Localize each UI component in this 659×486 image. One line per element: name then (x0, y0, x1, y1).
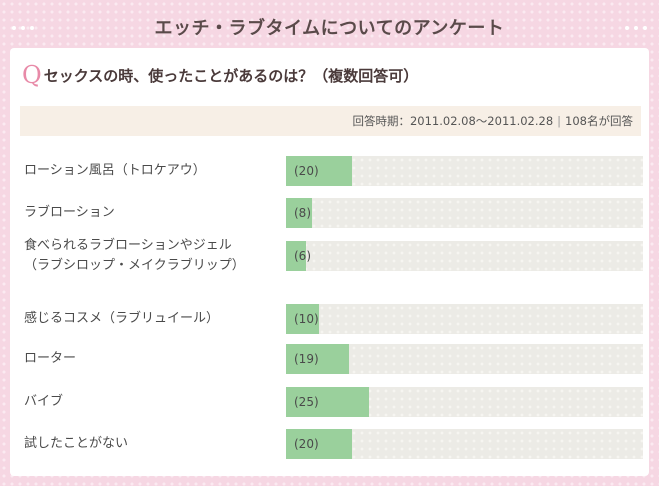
bar-value-label: (10) (294, 312, 319, 326)
bar-track: (19) (286, 344, 643, 374)
bar-track: (25) (286, 387, 643, 417)
bar-fill (286, 429, 352, 459)
answer-period-bar: 回答時期：2011.02.08〜2011.02.28 | 108名が回答 (20, 106, 641, 136)
question-text: セックスの時、使ったことがあるのは？（複数回答可） (43, 66, 419, 85)
survey-frame: エッチ・ラブタイムについてのアンケート Q セックスの時、使ったことがあるのは？… (6, 6, 653, 480)
bar-fill (286, 241, 306, 271)
period-separator: | (557, 114, 562, 128)
bar-fill (286, 156, 352, 186)
header-dots-right (625, 26, 647, 30)
row-label: 試したことがない (24, 434, 128, 454)
row-label-line: ローション風呂（トロケアウ） (24, 163, 206, 178)
row-label: バイブ (24, 392, 63, 412)
bar-track: (10) (286, 304, 643, 334)
row-label: 感じるコスメ（ラブリュイール） (24, 309, 219, 329)
row-label-line: ローター (24, 351, 77, 366)
bar-track: (20) (286, 156, 643, 186)
bar-track: (8) (286, 198, 643, 228)
bar-track: (6) (286, 241, 643, 271)
row-label-line: バイブ (24, 394, 64, 409)
bar-fill (286, 344, 349, 374)
row-label-line: 食べられるラブローションやジェル (24, 238, 232, 253)
survey-title: エッチ・ラブタイムについてのアンケート (154, 18, 505, 39)
survey-panel: Q セックスの時、使ったことがあるのは？（複数回答可） 回答時期：2011.02… (10, 48, 649, 476)
bar-fill (286, 198, 312, 228)
bar-fill (286, 387, 369, 417)
bar-value-label: (8) (294, 206, 311, 220)
row-label: ラブローション (24, 203, 115, 223)
answer-period: 回答時期：2011.02.08〜2011.02.28 (352, 114, 554, 128)
row-label: ローション風呂（トロケアウ） (24, 161, 206, 181)
question-mark: Q (22, 61, 42, 89)
bar-value-label: (20) (294, 164, 319, 178)
bar-track: (20) (286, 429, 643, 459)
bar-value-label: (19) (294, 352, 319, 366)
respondent-count: 108名が回答 (565, 114, 633, 128)
row-label-line: （ラブシロップ・メイクラブリップ） (24, 258, 245, 273)
bar-value-label: (6) (294, 249, 311, 263)
row-label: ローター (24, 349, 76, 369)
bar-fill (286, 304, 319, 334)
bar-value-label: (25) (294, 395, 319, 409)
row-label-line: 試したことがない (24, 436, 129, 451)
bar-value-label: (20) (294, 437, 319, 451)
question-heading: Q セックスの時、使ったことがあるのは？（複数回答可） (22, 62, 418, 88)
survey-header: エッチ・ラブタイムについてのアンケート (6, 6, 653, 48)
result-rows: ローション風呂（トロケアウ） (20) ラブローション (8) 食べられるラブローション… (10, 48, 649, 476)
row-label: 食べられるラブローションやジェル （ラブシロップ・メイクラブリップ） (24, 236, 245, 276)
header-dots-left (12, 26, 34, 30)
row-label-line: ラブローション (24, 205, 115, 220)
row-label-line: 感じるコスメ（ラブリュイール） (24, 311, 220, 326)
